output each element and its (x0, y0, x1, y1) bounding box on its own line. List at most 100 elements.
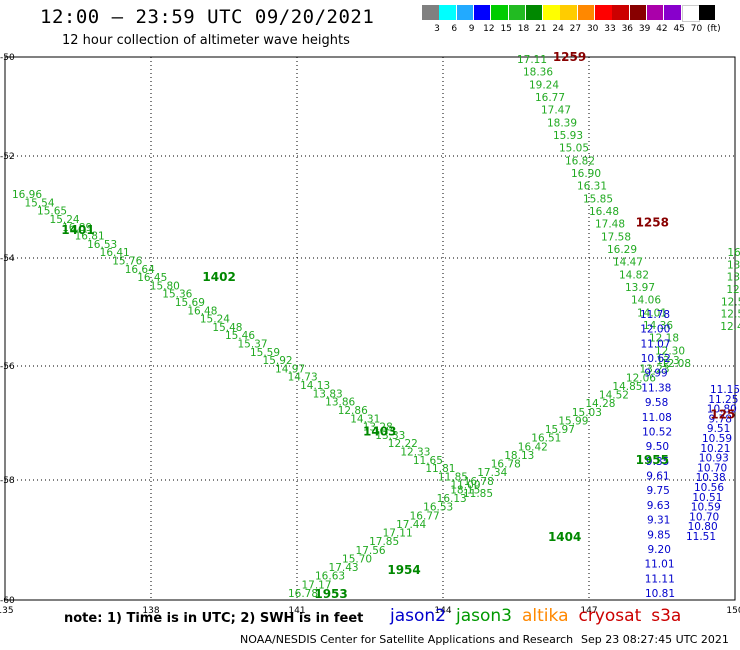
wave-height-label: 11.78 (640, 309, 670, 321)
color-swatch-label: 42 (656, 24, 668, 34)
track-label-t1258: 1258 (636, 215, 669, 229)
wave-height-label: 15.80 (150, 280, 180, 292)
wave-height-label: 16.77 (535, 92, 565, 104)
wave-height-label: 10.51 (692, 492, 722, 504)
wave-height-label: 16.90 (571, 168, 601, 180)
color-swatch (629, 5, 647, 20)
wave-height-label: 16.53 (423, 502, 453, 514)
longitude-tick-label: 150 (726, 606, 740, 616)
wave-height-label: 15.46 (225, 330, 255, 342)
wave-height-label: 9.20 (648, 544, 671, 556)
color-swatch (612, 5, 629, 20)
wave-height-label: 15.65 (37, 206, 67, 218)
wave-height-label: 12 (726, 284, 739, 296)
latitude-tick-label: -60 (0, 596, 15, 606)
track-label-t1257: 125 (710, 407, 735, 421)
wave-height-label: 16.29 (607, 244, 637, 256)
wave-height-label: 14.52 (599, 390, 629, 402)
color-swatch (473, 5, 491, 20)
wave-height-label: 12.5 (721, 296, 740, 308)
wave-height-label: 17.11 (383, 528, 413, 540)
wave-height-label: 10.56 (694, 482, 724, 494)
wave-height-label: 9.58 (645, 397, 668, 409)
wave-height-label: 14.06 (631, 295, 661, 307)
wave-height-label: 15.93 (553, 130, 583, 142)
wave-height-label: 12.33 (400, 446, 430, 458)
wave-height-label: 16.78 (464, 476, 494, 488)
page-title: 12:00 – 23:59 UTC 09/20/2021 (40, 6, 375, 28)
wave-height-label: 15.37 (237, 339, 267, 351)
wave-height-label: 16.63 (315, 571, 345, 583)
color-swatch-label: 27 (569, 24, 582, 34)
wave-height-label: 19.24 (529, 79, 559, 91)
track-label-t1955: 1955 (636, 453, 669, 467)
color-swatch-label: 70 (690, 24, 703, 34)
wave-height-label: 11.25 (708, 394, 738, 406)
wave-height-label: 17.11 (517, 54, 547, 66)
map-border (4, 56, 736, 601)
wave-height-label: 13.86 (325, 397, 355, 409)
wave-height-label: 15.92 (263, 355, 293, 367)
latitude-tick-label: -52 (0, 152, 15, 162)
wave-height-label: 16.31 (577, 181, 607, 193)
legend-entry-cryosat: cryosat (578, 606, 642, 626)
map-grid (4, 56, 736, 601)
wave-height-label: 10.52 (642, 426, 672, 438)
wave-height-label: 15.05 (559, 143, 589, 155)
wave-height-label: 16.81 (75, 231, 105, 243)
color-swatch (491, 5, 508, 20)
wave-height-label: 11.85 (438, 471, 468, 483)
map-frame (4, 56, 736, 601)
wave-height-label: 9.78 (709, 413, 732, 425)
wave-height-label: 16.45 (137, 272, 167, 284)
latitude-tick-label: -50 (0, 53, 15, 63)
wave-height-label: 17.56 (356, 545, 386, 557)
wave-height-label: 15.97 (545, 424, 575, 436)
color-swatch (577, 5, 595, 20)
latitude-tick-label: -54 (0, 254, 15, 264)
wave-height-label: 11.07 (640, 338, 670, 350)
wave-height-label: 14.47 (613, 257, 643, 269)
wave-height-label: 12.06 (626, 372, 656, 384)
color-swatch-label: 21 (535, 24, 547, 34)
wave-height-label: 9.31 (647, 515, 670, 527)
color-swatch-label: 15 (500, 24, 512, 34)
wave-height-label: 16.51 (531, 433, 561, 445)
wave-height-label: 9.85 (647, 529, 670, 541)
wave-height-label: 15.59 (250, 347, 280, 359)
wave-height-label: 17.47 (541, 105, 571, 117)
wave-height-label: 10.70 (689, 511, 719, 523)
wave-height-label: 11.11 (645, 573, 675, 585)
timestamp-text: Sep 23 08:27:45 UTC 2021 (581, 633, 729, 646)
wave-height-label: 18.36 (523, 67, 553, 79)
wave-height-label: 11.65 (413, 455, 443, 467)
wave-height-label: 14.28 (585, 398, 615, 410)
wave-height-label: 17.43 (329, 562, 359, 574)
wave-height-label: 9.75 (646, 485, 669, 497)
track-label-t1954: 1954 (387, 563, 420, 577)
legend-entry-jason3: jason3 (456, 606, 512, 626)
wave-height-label: 13.28 (363, 422, 393, 434)
wave-height-label: 12.00 (640, 324, 670, 336)
wave-height-label: 15.99 (558, 415, 588, 427)
wave-height-label: 11.08 (642, 412, 672, 424)
wave-height-label: 11.85 (463, 488, 493, 500)
wave-height-label: 15.69 (175, 297, 205, 309)
wave-height-label: 17.58 (601, 231, 631, 243)
wave-height-label: 10.21 (700, 443, 730, 455)
wave-height-label: 16 (727, 247, 740, 259)
wave-height-label: 12.22 (388, 438, 418, 450)
track-label-t1259: 1259 (553, 50, 586, 64)
wave-height-label: 15.03 (572, 407, 602, 419)
wave-height-label: 16.96 (12, 189, 42, 201)
wave-height-label: 16.42 (518, 441, 548, 453)
longitude-tick-label: 147 (580, 606, 597, 616)
longitude-tick-label: 135 (0, 606, 14, 616)
color-swatch-label: 9 (468, 24, 475, 34)
wave-height-label: 9.35 (646, 456, 669, 468)
legend-entry-jason2: jason2 (390, 606, 446, 626)
wave-height-label: 10.70 (697, 462, 727, 474)
color-swatch (439, 5, 456, 20)
track-label-t1401: 1401 (61, 223, 94, 237)
wave-height-label: 10.80 (707, 404, 737, 416)
